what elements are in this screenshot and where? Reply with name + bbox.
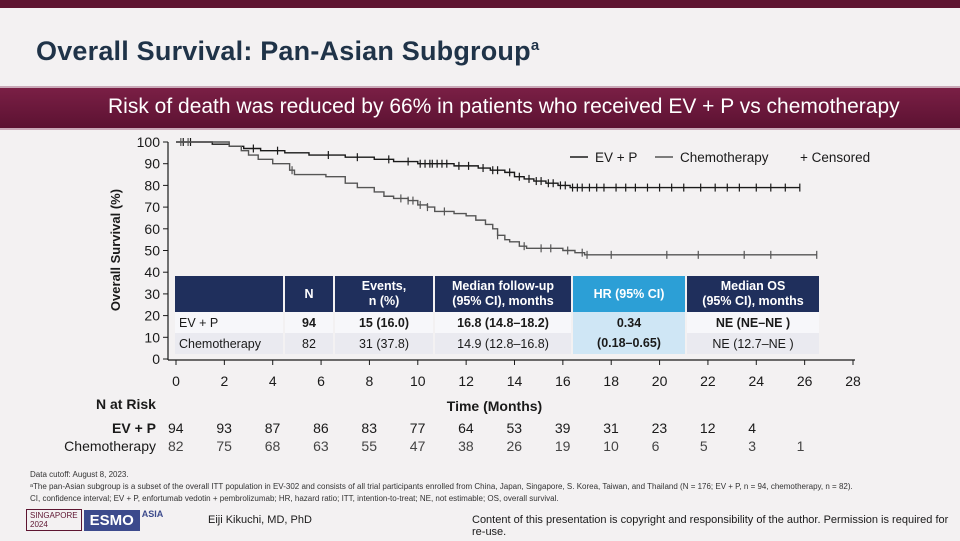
- x-tick-label: 10: [410, 373, 426, 389]
- risk-value: 55: [361, 438, 377, 454]
- x-tick-label: 2: [220, 373, 228, 389]
- table-header: [175, 276, 285, 312]
- table-row: EV + P 94 15 (16.0) 16.8 (14.8–18.2) 0.34 (0.…: [175, 312, 821, 354]
- y-tick-label: 100: [137, 134, 161, 150]
- risk-value: 82: [168, 438, 184, 454]
- x-tick-label: 18: [603, 373, 619, 389]
- table-cell: 31 (37.8): [334, 333, 435, 354]
- x-tick-label: 6: [317, 373, 325, 389]
- y-tick-label: 0: [152, 351, 160, 367]
- footnote-a: ᵃThe pan-Asian subgroup is a subset of t…: [30, 482, 853, 491]
- data-cutoff: Data cutoff: August 8, 2023.: [30, 470, 129, 479]
- risk-value: 93: [216, 420, 232, 436]
- summary-table: N Events, n (%) Median follow-up (95% CI), m…: [175, 276, 821, 354]
- x-tick-label: 20: [652, 373, 668, 389]
- risk-row-label: Chemotherapy: [64, 438, 156, 454]
- table-cell: 94: [284, 312, 335, 333]
- y-axis-label: Overall Survival (%): [108, 189, 123, 311]
- risk-value: 87: [264, 420, 281, 436]
- table-cell: 82: [284, 333, 335, 354]
- table-cell: 14.9 (12.8–16.8): [434, 333, 573, 354]
- risk-value: 3: [748, 438, 757, 454]
- table-header: Events, n (%): [334, 276, 435, 312]
- risk-value: 26: [506, 438, 523, 454]
- risk-value: 94: [168, 420, 184, 436]
- hazard-ratio-cell: 0.34 (0.18–0.65): [572, 312, 687, 354]
- risk-table-title: N at Risk: [96, 396, 156, 412]
- x-tick-label: 12: [458, 373, 474, 389]
- risk-value: 38: [458, 438, 474, 454]
- y-tick-label: 70: [144, 199, 160, 215]
- x-axis-label: Time (Months): [447, 398, 542, 414]
- table-cell: 16.8 (14.8–18.2): [434, 312, 573, 333]
- x-tick-label: 22: [700, 373, 716, 389]
- top-bar: [0, 0, 960, 8]
- table-cell: EV + P: [175, 312, 285, 333]
- risk-value: 47: [409, 438, 426, 454]
- y-tick-label: 20: [144, 308, 160, 324]
- risk-value: 77: [409, 420, 426, 436]
- table-header: N: [284, 276, 335, 312]
- risk-value: 68: [264, 438, 281, 454]
- y-tick-label: 90: [144, 156, 160, 172]
- y-tick-label: 60: [144, 221, 160, 237]
- table-cell: Chemotherapy: [175, 333, 285, 354]
- risk-value: 4: [748, 420, 757, 436]
- risk-value: 63: [313, 438, 329, 454]
- x-tick-label: 0: [172, 373, 180, 389]
- slide-title: Overall Survival: Pan-Asian Subgroupa: [36, 36, 540, 66]
- risk-value: 12: [699, 420, 716, 436]
- y-tick-label: 50: [144, 243, 160, 259]
- risk-value: 10: [603, 438, 619, 454]
- risk-row-label: EV + P: [112, 420, 156, 436]
- x-tick-label: 14: [507, 373, 523, 389]
- legend-label-censored: + Censored: [800, 150, 870, 165]
- risk-value: 31: [603, 420, 619, 436]
- risk-value: 6: [651, 438, 660, 454]
- table-row: Chemotherapy 82 31 (37.8) 14.9 (12.8–16.8) N…: [175, 333, 821, 354]
- risk-value: 75: [216, 438, 232, 454]
- legend-label-evp: EV + P: [595, 150, 637, 165]
- risk-value: 19: [554, 438, 571, 454]
- x-tick-label: 28: [845, 373, 861, 389]
- esmo-asia-logo: SINGAPORE 2024 ESMO ASIA: [26, 509, 163, 531]
- risk-value: 23: [651, 420, 668, 436]
- footnote-abbrev: CI, confidence interval; EV + P, enfortu…: [30, 494, 559, 503]
- legend-label-chemo: Chemotherapy: [680, 150, 769, 165]
- y-tick-label: 40: [144, 264, 160, 280]
- survival-curve-chemo: [176, 141, 817, 256]
- risk-value: 64: [458, 420, 474, 436]
- author-name: Eiji Kikuchi, MD, PhD: [208, 514, 312, 526]
- key-finding-banner: Risk of death was reduced by 66% in pati…: [0, 86, 960, 130]
- risk-value: 39: [554, 420, 571, 436]
- x-tick-label: 26: [797, 373, 813, 389]
- y-tick-label: 10: [144, 329, 160, 345]
- y-tick-label: 80: [144, 177, 160, 193]
- x-tick-label: 24: [748, 373, 764, 389]
- copyright-notice: Content of this presentation is copyrigh…: [472, 514, 949, 538]
- table-header: HR (95% CI): [572, 276, 687, 312]
- y-tick-label: 30: [144, 286, 160, 302]
- risk-value: 1: [796, 438, 805, 454]
- table-header: Median follow-up (95% CI), months: [434, 276, 573, 312]
- table-cell: 15 (16.0): [334, 312, 435, 333]
- x-tick-label: 16: [555, 373, 571, 389]
- risk-value: 86: [313, 420, 329, 436]
- risk-value: 53: [506, 420, 523, 436]
- x-tick-label: 4: [269, 373, 277, 389]
- banner-text: Risk of death was reduced by 66% in pati…: [108, 95, 900, 118]
- x-tick-label: 8: [366, 373, 374, 389]
- table-cell: NE (12.7–NE ): [686, 333, 821, 354]
- risk-value: 5: [699, 438, 708, 454]
- table-header: Median OS (95% CI), months: [686, 276, 821, 312]
- risk-value: 83: [361, 420, 377, 436]
- table-cell: NE (NE–NE ): [686, 312, 821, 333]
